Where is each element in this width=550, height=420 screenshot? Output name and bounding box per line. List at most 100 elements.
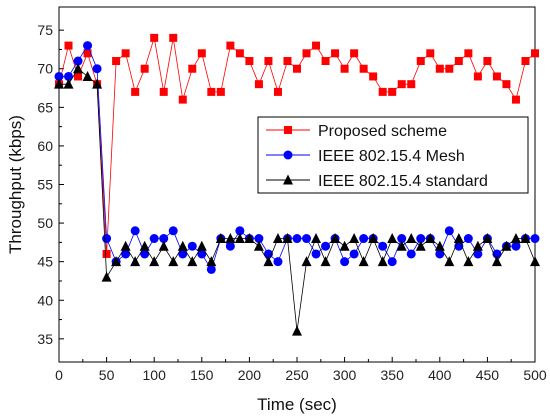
data-point	[206, 256, 217, 267]
data-point	[121, 49, 130, 58]
data-point	[292, 325, 302, 336]
y-tick-label: 50	[37, 215, 53, 231]
data-point	[149, 234, 159, 244]
data-point	[64, 41, 73, 50]
x-tick-label: 150	[190, 367, 214, 383]
legend-item: IEEE 802.15.4 Mesh	[266, 148, 465, 165]
data-point	[463, 234, 473, 244]
data-point	[74, 72, 83, 81]
data-point	[272, 233, 283, 244]
data-point	[235, 226, 245, 236]
y-tick-label: 65	[37, 99, 53, 115]
data-point	[225, 233, 236, 244]
legend: Proposed scheme IEEE 802.15.4 Mesh IEEE 80…	[257, 116, 529, 194]
data-point	[140, 64, 149, 73]
data-point	[301, 256, 312, 267]
data-point	[215, 233, 226, 244]
data-point	[397, 80, 406, 89]
data-point	[292, 234, 302, 244]
data-point	[263, 256, 274, 267]
x-tick-label: 0	[55, 367, 63, 383]
data-point	[235, 49, 244, 58]
data-point	[521, 57, 530, 66]
data-point	[244, 233, 255, 244]
data-point	[511, 241, 521, 251]
x-tick-label: 400	[428, 367, 452, 383]
data-point	[388, 87, 397, 96]
data-point	[197, 249, 207, 259]
data-point	[331, 49, 340, 58]
x-axis-title: Time (sec)	[257, 395, 337, 414]
data-point	[111, 256, 122, 267]
data-point	[130, 256, 141, 267]
data-point	[63, 78, 74, 89]
data-point	[302, 49, 311, 58]
data-point	[397, 234, 407, 244]
data-point	[83, 49, 92, 58]
series-3	[54, 63, 540, 336]
legend-label: IEEE 802.15.4 Mesh	[318, 148, 465, 165]
data-point	[131, 87, 140, 96]
data-point	[501, 240, 512, 251]
data-point	[444, 256, 455, 267]
data-point	[302, 234, 312, 244]
data-point	[254, 234, 264, 244]
data-point	[445, 64, 454, 73]
data-point	[349, 233, 360, 244]
data-point	[415, 240, 426, 251]
data-point	[339, 240, 350, 251]
data-point	[406, 249, 416, 259]
data-point	[463, 256, 474, 267]
data-point	[102, 234, 112, 244]
data-point	[206, 264, 216, 274]
y-tick-label: 40	[37, 292, 53, 308]
data-point	[264, 57, 273, 66]
data-point	[483, 57, 492, 66]
y-tick-label: 60	[37, 138, 53, 154]
x-tick-label: 500	[523, 367, 547, 383]
data-point	[82, 70, 93, 81]
data-point	[321, 57, 330, 66]
data-point	[502, 80, 511, 89]
data-point	[511, 95, 520, 104]
data-point	[101, 271, 112, 282]
data-point	[492, 72, 501, 81]
x-tick-label: 200	[238, 367, 262, 383]
data-point	[273, 87, 282, 96]
data-point	[350, 49, 359, 58]
legend-item: IEEE 802.15.4 standard	[266, 173, 488, 190]
data-point	[92, 64, 102, 74]
data-point	[83, 41, 93, 51]
data-point	[396, 240, 407, 251]
data-point	[92, 78, 103, 89]
x-tick-label: 250	[285, 367, 309, 383]
data-point	[473, 249, 483, 259]
data-point	[253, 240, 264, 251]
data-point	[140, 249, 150, 259]
data-point	[283, 57, 292, 66]
data-point	[254, 80, 263, 89]
legend-label: IEEE 802.15.4 standard	[318, 173, 488, 190]
data-point	[102, 249, 111, 258]
data-point	[169, 33, 178, 42]
data-point	[187, 241, 197, 251]
data-point	[387, 257, 397, 267]
data-point	[407, 80, 416, 89]
legend-item: Proposed scheme	[266, 123, 447, 140]
data-point	[531, 49, 539, 58]
series-1	[55, 33, 539, 258]
data-point	[188, 64, 197, 73]
data-point	[273, 257, 283, 267]
data-point	[149, 256, 160, 267]
data-point	[54, 78, 64, 89]
data-point	[530, 234, 540, 244]
legend-marker	[283, 174, 293, 185]
data-point	[369, 72, 378, 81]
x-tick-label: 50	[99, 367, 115, 383]
data-point	[207, 87, 216, 96]
data-point	[312, 41, 321, 50]
data-point	[177, 240, 188, 251]
x-tick-label: 450	[476, 367, 500, 383]
data-point	[311, 249, 321, 259]
